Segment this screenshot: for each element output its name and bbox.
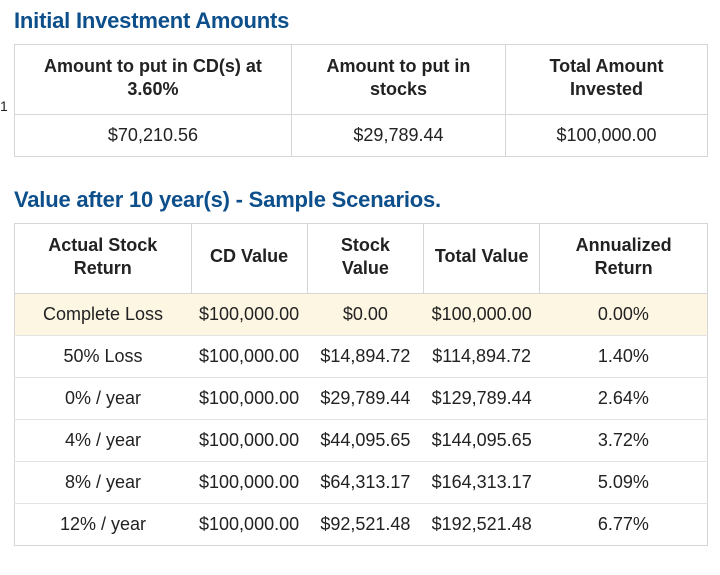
table-row: 50% Loss$100,000.00$14,894.72$114,894.72… (15, 335, 708, 377)
invest-stocks-amount: $29,789.44 (291, 114, 505, 156)
table-cell: 4% / year (15, 419, 192, 461)
invest-col-total: Total Amount Invested (506, 45, 708, 115)
invest-data-row: $70,210.56 $29,789.44 $100,000.00 (15, 114, 708, 156)
scenarios-col-stockvalue: Stock Value (307, 223, 423, 293)
table-cell: 1.40% (540, 335, 708, 377)
scenarios-table: Actual Stock Return CD Value Stock Value… (14, 223, 708, 546)
invest-col-stocks: Amount to put in stocks (291, 45, 505, 115)
table-cell: $192,521.48 (424, 503, 540, 545)
table-cell: $114,894.72 (424, 335, 540, 377)
table-row: 12% / year$100,000.00$92,521.48$192,521.… (15, 503, 708, 545)
table-row: 0% / year$100,000.00$29,789.44$129,789.4… (15, 377, 708, 419)
table-cell: $0.00 (307, 293, 423, 335)
scenarios-col-totalvalue: Total Value (424, 223, 540, 293)
table-cell: 6.77% (540, 503, 708, 545)
table-cell: 12% / year (15, 503, 192, 545)
scenarios-title: Value after 10 year(s) - Sample Scenario… (14, 179, 708, 223)
invest-col-cd: Amount to put in CD(s) at 3.60% (15, 45, 292, 115)
page-container: Initial Investment Amounts Amount to put… (0, 0, 720, 546)
table-cell: 2.64% (540, 377, 708, 419)
invest-cd-amount: $70,210.56 (15, 114, 292, 156)
table-cell: $100,000.00 (191, 461, 307, 503)
row-marker: 1 (0, 98, 8, 114)
invest-table: Amount to put in CD(s) at 3.60% Amount t… (14, 44, 708, 157)
table-cell: $29,789.44 (307, 377, 423, 419)
table-cell: 0.00% (540, 293, 708, 335)
table-cell: $64,313.17 (307, 461, 423, 503)
table-cell: $100,000.00 (191, 293, 307, 335)
invest-title: Initial Investment Amounts (14, 0, 708, 44)
table-cell: Complete Loss (15, 293, 192, 335)
table-cell: $44,095.65 (307, 419, 423, 461)
table-cell: 5.09% (540, 461, 708, 503)
scenarios-header-row: Actual Stock Return CD Value Stock Value… (15, 223, 708, 293)
invest-total-amount: $100,000.00 (506, 114, 708, 156)
table-cell: $14,894.72 (307, 335, 423, 377)
scenarios-col-cdvalue: CD Value (191, 223, 307, 293)
table-cell: 0% / year (15, 377, 192, 419)
invest-header-row: Amount to put in CD(s) at 3.60% Amount t… (15, 45, 708, 115)
table-cell: $100,000.00 (191, 419, 307, 461)
table-row: Complete Loss$100,000.00$0.00$100,000.00… (15, 293, 708, 335)
table-cell: $129,789.44 (424, 377, 540, 419)
table-cell: $92,521.48 (307, 503, 423, 545)
table-cell: $100,000.00 (424, 293, 540, 335)
scenarios-col-return: Actual Stock Return (15, 223, 192, 293)
table-cell: 8% / year (15, 461, 192, 503)
table-cell: $100,000.00 (191, 503, 307, 545)
table-cell: $164,313.17 (424, 461, 540, 503)
table-cell: $144,095.65 (424, 419, 540, 461)
table-row: 8% / year$100,000.00$64,313.17$164,313.1… (15, 461, 708, 503)
scenarios-col-annualized: Annualized Return (540, 223, 708, 293)
table-cell: $100,000.00 (191, 335, 307, 377)
table-cell: 3.72% (540, 419, 708, 461)
table-row: 4% / year$100,000.00$44,095.65$144,095.6… (15, 419, 708, 461)
table-cell: $100,000.00 (191, 377, 307, 419)
table-cell: 50% Loss (15, 335, 192, 377)
